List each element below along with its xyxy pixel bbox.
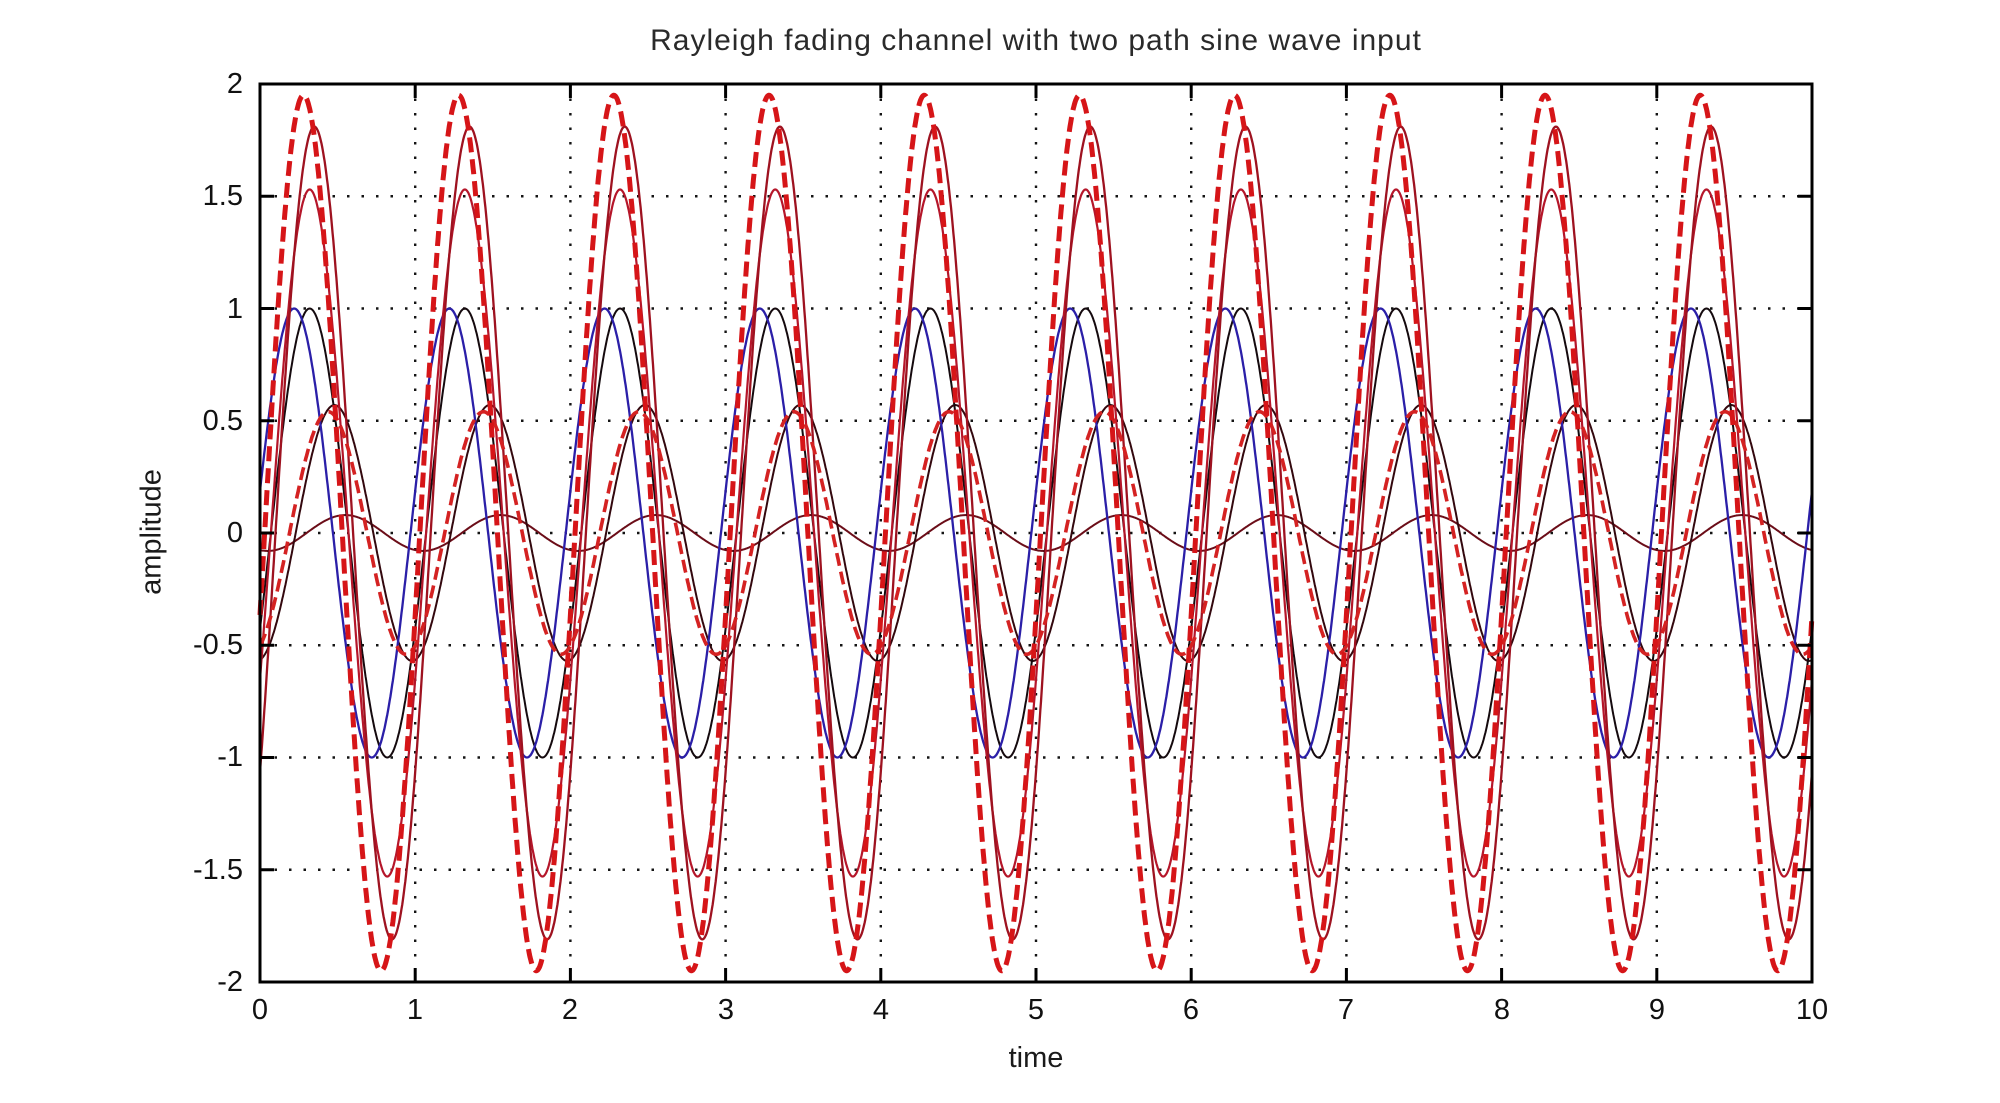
x-tick-label: 9 <box>1648 994 1666 1026</box>
y-tick-label: -1 <box>217 741 243 773</box>
series-faded-output-mid <box>258 188 1814 878</box>
y-tick-label: 0 <box>226 517 243 549</box>
x-tick-label: 4 <box>872 994 890 1026</box>
chart-title: Rayleigh fading channel with two path si… <box>650 24 1422 57</box>
x-tick-label: 5 <box>1027 994 1045 1026</box>
series-sine-path-1-blue <box>258 307 1814 759</box>
x-tick-label: 6 <box>1182 994 1200 1026</box>
y-axis-label: amplitude <box>135 469 168 595</box>
y-tick-label: -1.5 <box>193 854 243 886</box>
y-tick-label: 0.5 <box>202 405 243 437</box>
x-axis-label: time <box>1008 1042 1064 1074</box>
y-tick-label: 1.5 <box>202 180 243 212</box>
x-tick-label: 3 <box>717 994 735 1026</box>
x-tick-label: 10 <box>1795 994 1829 1026</box>
x-tick-label: 1 <box>406 994 424 1026</box>
series-faded-output-strong <box>258 125 1814 941</box>
y-tick-label: 1 <box>226 293 243 325</box>
x-tick-label: 8 <box>1493 994 1511 1026</box>
series-faded-output-low-red <box>258 409 1814 657</box>
series-faded-output-max <box>257 92 1815 974</box>
axes-border <box>258 82 1814 984</box>
x-tick-label: 2 <box>561 994 579 1026</box>
y-tick-label: -0.5 <box>193 629 243 661</box>
x-tick-label: 7 <box>1337 994 1355 1026</box>
series-faded-output-low-dark <box>259 404 1813 662</box>
x-tick-label: 0 <box>251 994 269 1026</box>
y-tick-label: 2 <box>226 68 243 100</box>
y-tick-label: -2 <box>217 966 243 998</box>
